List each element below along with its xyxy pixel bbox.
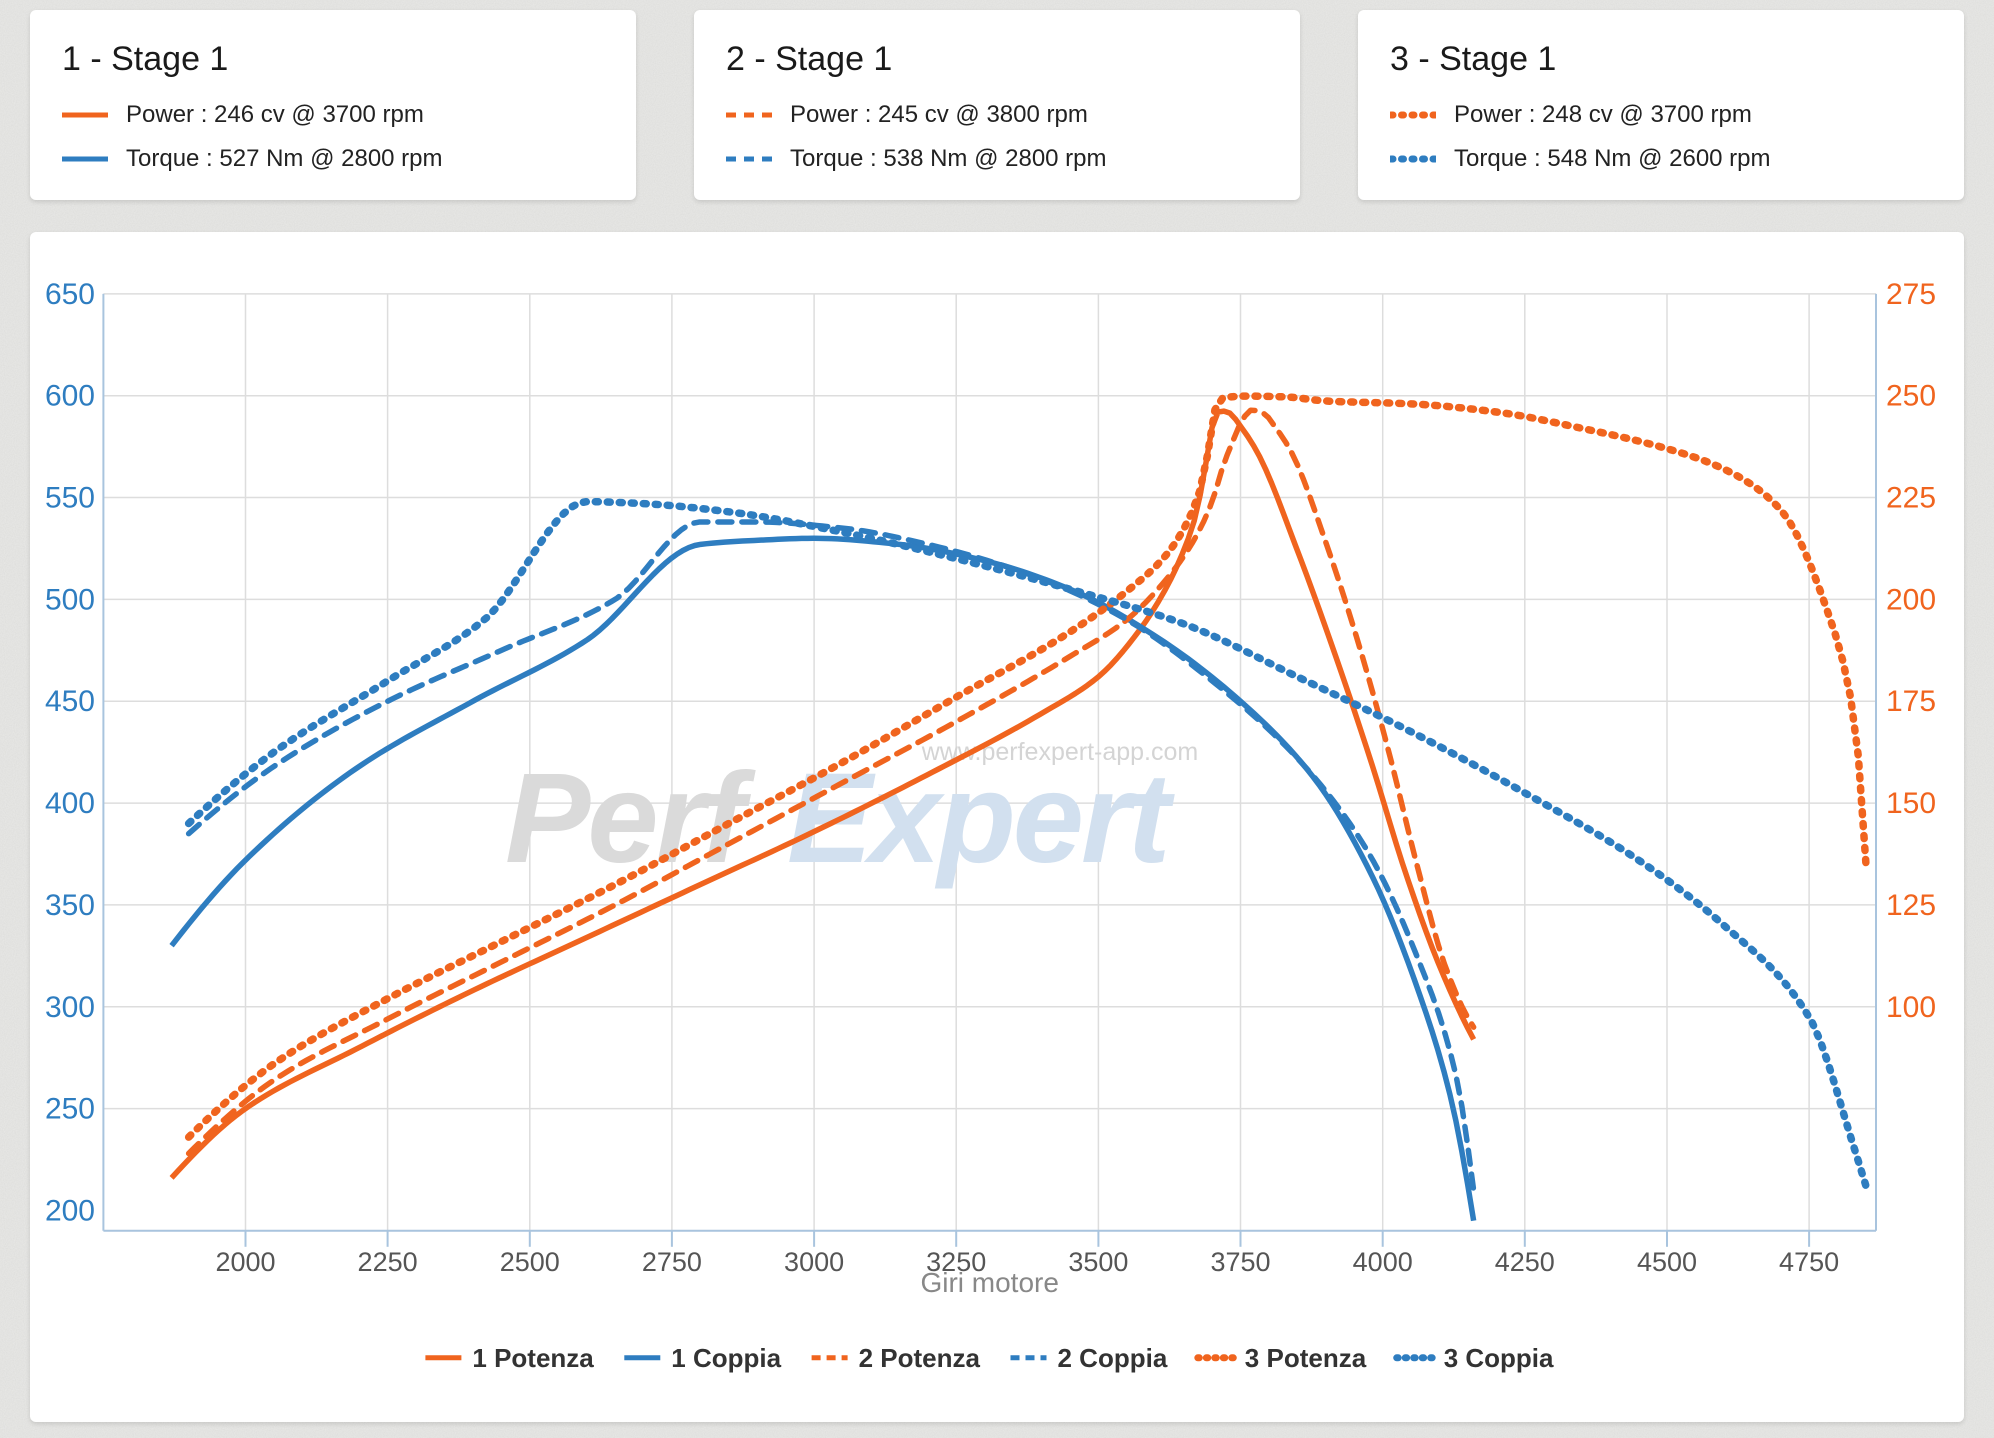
svg-text:550: 550 [45, 482, 95, 515]
svg-text:4250: 4250 [1495, 1247, 1555, 1277]
svg-text:3000: 3000 [784, 1247, 844, 1277]
svg-text:650: 650 [45, 278, 95, 311]
svg-text:1 Potenza: 1 Potenza [472, 1343, 594, 1373]
svg-text:200: 200 [1886, 583, 1936, 616]
svg-text:150: 150 [1886, 787, 1936, 820]
svg-text:3 Potenza: 3 Potenza [1245, 1343, 1367, 1373]
svg-text:400: 400 [45, 787, 95, 820]
svg-text:350: 350 [45, 889, 95, 922]
svg-text:2250: 2250 [358, 1247, 418, 1277]
svg-text:4750: 4750 [1779, 1247, 1839, 1277]
svg-text:225: 225 [1886, 482, 1936, 515]
svg-text:4000: 4000 [1353, 1247, 1413, 1277]
svg-text:250: 250 [1886, 380, 1936, 413]
svg-text:275: 275 [1886, 278, 1936, 311]
svg-text:1 Coppia: 1 Coppia [671, 1343, 781, 1373]
svg-text:100: 100 [1886, 991, 1936, 1024]
svg-text:3750: 3750 [1210, 1247, 1270, 1277]
svg-text:200: 200 [45, 1195, 95, 1228]
svg-text:175: 175 [1886, 685, 1936, 718]
svg-text:3500: 3500 [1068, 1247, 1128, 1277]
svg-text:300: 300 [45, 991, 95, 1024]
svg-text:450: 450 [45, 685, 95, 718]
svg-text:2 Potenza: 2 Potenza [859, 1343, 981, 1373]
svg-text:2000: 2000 [215, 1247, 275, 1277]
svg-text:2500: 2500 [500, 1247, 560, 1277]
svg-text:4500: 4500 [1637, 1247, 1697, 1277]
svg-text:2750: 2750 [642, 1247, 702, 1277]
svg-text:500: 500 [45, 583, 95, 616]
svg-text:600: 600 [45, 380, 95, 413]
svg-text:Perf: Perf [505, 747, 756, 890]
svg-text:Giri motore: Giri motore [920, 1267, 1058, 1298]
svg-text:3 Coppia: 3 Coppia [1444, 1343, 1554, 1373]
svg-text:2 Coppia: 2 Coppia [1058, 1343, 1168, 1373]
svg-text:250: 250 [45, 1093, 95, 1126]
svg-text:125: 125 [1886, 889, 1936, 922]
